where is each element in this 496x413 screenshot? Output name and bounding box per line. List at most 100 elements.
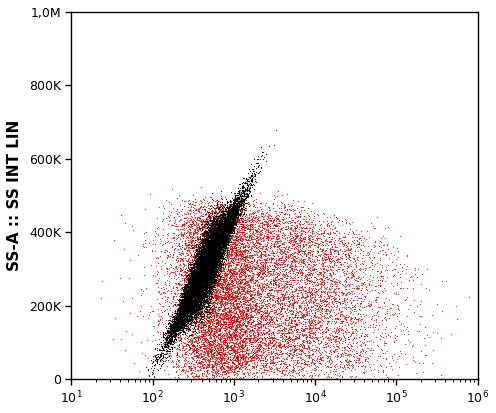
- Point: [199, 355, 207, 361]
- Point: [242, 353, 250, 359]
- Point: [317, 291, 325, 298]
- Point: [198, 237, 206, 244]
- Point: [195, 274, 203, 280]
- Point: [192, 311, 200, 318]
- Point: [196, 204, 204, 211]
- Point: [214, 254, 222, 260]
- Point: [379, 246, 387, 253]
- Point: [187, 221, 195, 227]
- Point: [196, 297, 204, 304]
- Point: [262, 284, 270, 291]
- Point: [228, 215, 236, 221]
- Point: [198, 245, 206, 252]
- Point: [196, 272, 204, 278]
- Point: [275, 306, 283, 312]
- Point: [224, 297, 232, 304]
- Point: [189, 240, 197, 246]
- Point: [241, 295, 249, 302]
- Point: [195, 281, 203, 288]
- Point: [246, 254, 253, 261]
- Point: [198, 340, 206, 347]
- Point: [234, 209, 242, 215]
- Point: [257, 210, 265, 216]
- Point: [186, 320, 194, 326]
- Point: [183, 320, 191, 327]
- Point: [221, 236, 229, 243]
- Point: [247, 312, 255, 319]
- Point: [306, 333, 313, 340]
- Point: [279, 360, 287, 367]
- Point: [233, 251, 241, 257]
- Point: [175, 218, 183, 225]
- Point: [202, 256, 210, 262]
- Point: [197, 280, 205, 287]
- Point: [250, 265, 258, 271]
- Point: [332, 282, 340, 289]
- Point: [209, 242, 217, 249]
- Point: [221, 227, 229, 233]
- Point: [229, 355, 237, 361]
- Point: [183, 290, 190, 297]
- Point: [200, 253, 208, 259]
- Point: [176, 347, 184, 354]
- Point: [186, 295, 193, 301]
- Point: [215, 307, 223, 313]
- Point: [169, 327, 177, 333]
- Point: [200, 268, 208, 275]
- Point: [334, 247, 342, 254]
- Point: [199, 243, 207, 250]
- Point: [224, 231, 232, 237]
- Point: [219, 225, 227, 232]
- Point: [184, 308, 191, 314]
- Point: [239, 252, 247, 259]
- Point: [161, 330, 169, 336]
- Point: [197, 318, 205, 324]
- Point: [321, 339, 329, 346]
- Point: [188, 318, 196, 324]
- Point: [180, 306, 188, 313]
- Point: [247, 357, 255, 364]
- Point: [203, 216, 211, 223]
- Point: [221, 229, 229, 235]
- Point: [220, 215, 228, 221]
- Point: [175, 311, 183, 318]
- Point: [210, 224, 218, 231]
- Point: [212, 266, 220, 273]
- Point: [192, 313, 200, 319]
- Point: [188, 296, 196, 302]
- Point: [217, 358, 225, 365]
- Point: [226, 213, 234, 219]
- Point: [207, 252, 215, 259]
- Point: [199, 276, 207, 282]
- Point: [197, 298, 205, 304]
- Point: [270, 285, 278, 292]
- Point: [300, 219, 308, 226]
- Point: [171, 315, 179, 322]
- Point: [223, 220, 231, 226]
- Point: [306, 328, 313, 335]
- Point: [233, 350, 241, 357]
- Point: [211, 221, 219, 228]
- Point: [172, 311, 180, 317]
- Point: [201, 294, 209, 301]
- Point: [273, 298, 281, 304]
- Point: [363, 333, 371, 339]
- Point: [207, 252, 215, 259]
- Point: [241, 223, 249, 230]
- Point: [186, 292, 194, 299]
- Point: [226, 207, 234, 214]
- Point: [222, 295, 230, 301]
- Point: [325, 313, 333, 320]
- Point: [181, 285, 189, 291]
- Point: [231, 335, 239, 341]
- Point: [184, 300, 192, 306]
- Point: [201, 236, 209, 242]
- Point: [227, 280, 235, 287]
- Point: [214, 240, 222, 247]
- Point: [225, 347, 233, 353]
- Point: [290, 246, 298, 252]
- Point: [229, 302, 237, 309]
- Point: [224, 222, 232, 228]
- Point: [334, 327, 342, 334]
- Point: [204, 254, 212, 261]
